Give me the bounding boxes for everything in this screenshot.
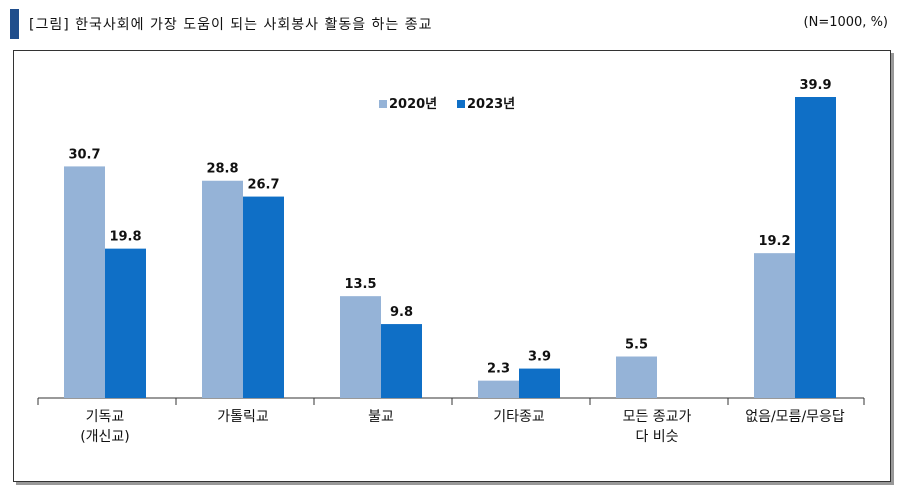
bar-2020 <box>616 356 657 398</box>
bar-2023 <box>243 196 284 398</box>
data-label: 26.7 <box>247 178 279 193</box>
bar-2023 <box>795 97 836 398</box>
data-label: 2.3 <box>487 362 510 377</box>
data-label: 28.8 <box>206 162 238 177</box>
legend-label: 2020년 <box>389 97 437 112</box>
data-label: 30.7 <box>68 147 100 162</box>
data-label: 19.2 <box>758 234 790 249</box>
data-label: 5.5 <box>625 338 648 353</box>
data-label: 19.8 <box>109 230 141 245</box>
bar-2020 <box>202 180 243 398</box>
bar-2020 <box>754 253 795 398</box>
category-label: 모든 종교가 <box>623 409 692 425</box>
category-label: 없음/모름/무응답 <box>745 409 845 425</box>
category-label: (개신교) <box>80 429 130 445</box>
page-title: [그림] 한국사회에 가장 도움이 되는 사회봉사 활동을 하는 종교 <box>29 17 433 33</box>
data-label: 13.5 <box>344 277 376 292</box>
legend-swatch <box>379 100 387 108</box>
data-label: 3.9 <box>528 350 551 365</box>
bar-2020 <box>340 296 381 398</box>
sample-size-note: (N=1000, %) <box>803 15 888 30</box>
category-label: 다 비슷 <box>635 429 678 445</box>
bar-2023 <box>381 324 422 398</box>
category-label: 가톨릭교 <box>217 409 269 425</box>
category-label: 불교 <box>368 409 394 425</box>
data-label: 39.9 <box>799 78 831 93</box>
header-accent-bar <box>10 9 19 39</box>
chart-frame <box>13 50 891 482</box>
bar-2023 <box>519 368 560 398</box>
bar-2023 <box>105 248 146 398</box>
data-label: 9.8 <box>390 305 413 320</box>
bar-2020 <box>64 166 105 398</box>
bar-2020 <box>478 380 519 398</box>
legend-label: 2023년 <box>467 97 515 112</box>
legend-swatch <box>457 100 465 108</box>
category-label: 기독교 <box>86 409 125 425</box>
category-label: 기타종교 <box>493 409 545 425</box>
